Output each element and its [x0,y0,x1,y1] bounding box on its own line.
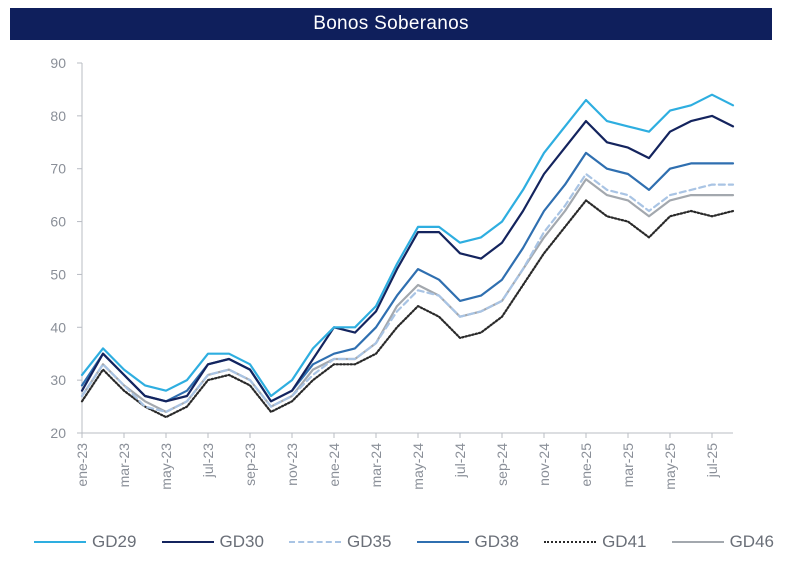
x-tick-label: mar-23 [116,443,132,488]
y-tick-label: 60 [50,214,66,230]
x-tick-label: jul-23 [200,443,216,478]
x-tick-label: ene-23 [74,443,90,487]
x-tick-label: mar-25 [620,443,636,488]
y-tick-label: 50 [50,266,66,282]
x-tick-label: ene-24 [326,443,342,487]
y-tick-label: 20 [50,425,66,441]
series-line-gd35 [80,172,735,413]
x-tick-label: may-24 [410,443,426,490]
series-line-gd38 [80,151,735,403]
legend-swatch [161,541,214,543]
series-line-gd41 [80,199,735,419]
legend-swatch [416,541,469,543]
x-tick-label: jul-25 [704,443,720,478]
legend-label: GD46 [729,532,774,551]
y-tick-label: 40 [50,319,66,335]
legend-label: GD29 [92,532,137,551]
legend-item-gd30: GD30 [161,532,264,552]
legend-swatch [34,541,86,543]
y-tick-label: 90 [50,55,66,71]
legend-swatch [289,541,342,543]
series-line-gd30 [80,114,735,403]
legend-label: GD38 [474,532,519,551]
x-tick-label: sep-24 [494,443,510,486]
line-chart: 20 30 40 50 60 70 80 90 ene-23 mar-23 may-23 jul-23… [50,55,735,490]
legend-item-gd46: GD46 [671,532,774,552]
legend-item-gd35: GD35 [289,532,391,552]
legend-swatch [544,541,597,543]
x-tick-label: sep-23 [242,443,258,486]
y-tick-label: 30 [50,372,66,388]
x-tick-label: nov-23 [284,443,300,486]
legend-item-gd38: GD38 [416,532,519,552]
x-tick-label: may-25 [662,443,678,490]
x-tick-label: jul-24 [452,443,468,478]
legend-label: GD41 [602,532,647,551]
x-tick-label: ene-25 [578,443,594,487]
legend-item-gd29: GD29 [34,532,136,552]
series-line-gd29 [80,93,735,398]
y-tick-label: 70 [50,161,66,177]
y-tick-label: 80 [50,108,66,124]
legend-label: GD35 [347,532,392,551]
chart-legend: GD29 GD30 GD35 GD38 GD41 GD46 [34,528,774,556]
x-tick-label: nov-24 [536,443,552,486]
series-line-gd46 [80,178,735,413]
x-tick-label: may-23 [158,443,174,490]
legend-swatch [671,541,724,543]
x-tick-label: mar-24 [368,443,384,488]
legend-item-gd41: GD41 [544,532,646,552]
legend-label: GD30 [219,532,264,551]
chart-title: Bonos Soberanos [10,8,772,40]
